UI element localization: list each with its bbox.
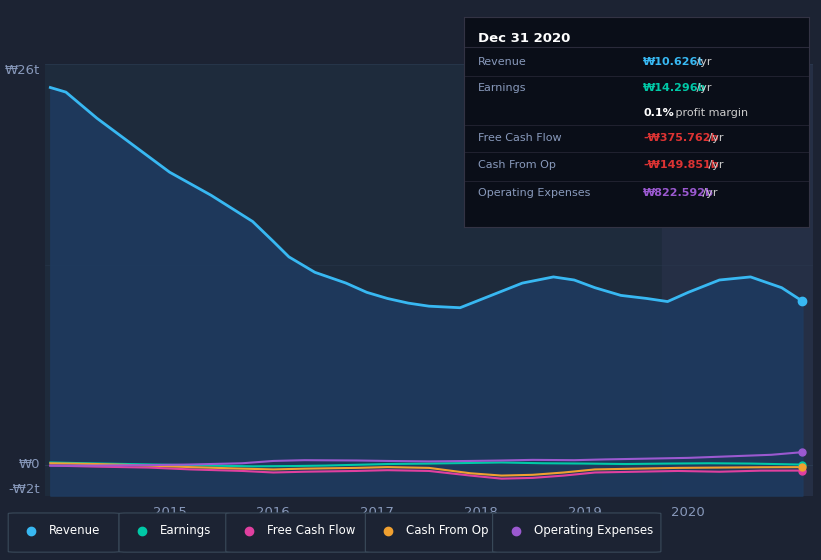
Text: -₩375.762b: -₩375.762b: [643, 133, 718, 143]
Text: ₩0: ₩0: [18, 458, 40, 472]
Text: ₩10.626t: ₩10.626t: [643, 57, 704, 67]
FancyBboxPatch shape: [119, 513, 230, 552]
FancyBboxPatch shape: [226, 513, 369, 552]
Text: Operating Expenses: Operating Expenses: [478, 188, 590, 198]
Text: 0.1%: 0.1%: [643, 109, 674, 118]
Text: /yr: /yr: [693, 57, 711, 67]
FancyBboxPatch shape: [365, 513, 497, 552]
Text: Operating Expenses: Operating Expenses: [534, 524, 653, 538]
Text: Revenue: Revenue: [478, 57, 526, 67]
Text: Free Cash Flow: Free Cash Flow: [478, 133, 562, 143]
Text: -₩2t: -₩2t: [8, 483, 40, 496]
Text: ₩14.296b: ₩14.296b: [643, 83, 707, 93]
FancyBboxPatch shape: [8, 513, 119, 552]
Text: -₩149.851b: -₩149.851b: [643, 160, 719, 170]
Text: /yr: /yr: [705, 133, 724, 143]
Text: /yr: /yr: [699, 188, 718, 198]
Text: Cash From Op: Cash From Op: [406, 524, 488, 538]
Bar: [663, 64, 813, 496]
Text: /yr: /yr: [693, 83, 711, 93]
Text: ₩26t: ₩26t: [5, 64, 40, 77]
Text: Revenue: Revenue: [49, 524, 101, 538]
Text: /yr: /yr: [705, 160, 724, 170]
Text: profit margin: profit margin: [672, 109, 749, 118]
Text: Free Cash Flow: Free Cash Flow: [267, 524, 355, 538]
FancyBboxPatch shape: [493, 513, 661, 552]
Text: Earnings: Earnings: [160, 524, 212, 538]
Text: Cash From Op: Cash From Op: [478, 160, 556, 170]
Text: Earnings: Earnings: [478, 83, 526, 93]
Text: ₩822.592b: ₩822.592b: [643, 188, 714, 198]
Text: Dec 31 2020: Dec 31 2020: [478, 31, 570, 44]
